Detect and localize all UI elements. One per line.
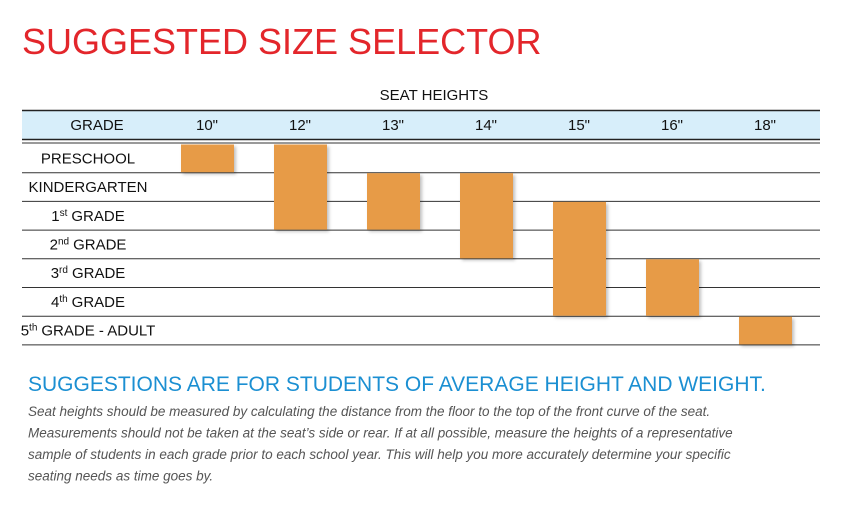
row-label: 2nd GRADE (50, 236, 127, 253)
row-number: 2 (50, 236, 58, 253)
row-label: 3rd GRADE (51, 265, 126, 282)
column-header: GRADE (70, 117, 123, 134)
column-header: 15" (568, 117, 590, 134)
note-line: seating needs as time goes by. (28, 469, 213, 484)
header-band (22, 111, 820, 139)
note-heading: SUGGESTIONS ARE FOR STUDENTS OF AVERAGE … (28, 373, 766, 396)
size-bar (367, 173, 420, 230)
row-suffix: th (29, 323, 37, 334)
row-label: 1st GRADE (51, 208, 124, 225)
column-header: 12" (289, 117, 311, 134)
row-suffix: rd (59, 265, 68, 276)
row-label-text: GRADE (73, 236, 126, 253)
row-label-text: GRADE (71, 208, 124, 225)
row-label-text: GRADE (72, 265, 125, 282)
row-suffix: nd (58, 236, 69, 247)
note-line: Measurements should not be taken at the … (28, 426, 733, 441)
size-bar (739, 316, 792, 345)
row-number: 3 (51, 265, 59, 282)
row-number: 1 (51, 208, 59, 225)
size-bar (274, 144, 327, 230)
row-suffix: st (60, 208, 68, 219)
column-header: 10" (196, 117, 218, 134)
row-label-text: GRADE (72, 294, 125, 311)
row-number: 4 (51, 294, 59, 311)
subtitle: SEAT HEIGHTS (380, 87, 489, 104)
size-bar (181, 144, 234, 173)
size-bar (553, 201, 606, 316)
size-bar (460, 173, 513, 259)
size-bar (646, 259, 699, 316)
row-suffix: th (59, 294, 67, 305)
row-number: 5 (21, 323, 29, 340)
title: SUGGESTED SIZE SELECTOR (22, 21, 541, 62)
note-line: sample of students in each grade prior t… (28, 447, 731, 462)
row-label: 5th GRADE - ADULT (21, 323, 156, 340)
column-header: 16" (661, 117, 683, 134)
row-label-text: GRADE - ADULT (41, 323, 155, 340)
column-header: 13" (382, 117, 404, 134)
row-label: KINDERGARTEN (29, 179, 148, 196)
note-line: Seat heights should be measured by calcu… (28, 404, 710, 419)
row-label: PRESCHOOL (41, 150, 135, 167)
column-header: 14" (475, 117, 497, 134)
column-header: 18" (754, 117, 776, 134)
row-label: 4th GRADE (51, 294, 125, 311)
